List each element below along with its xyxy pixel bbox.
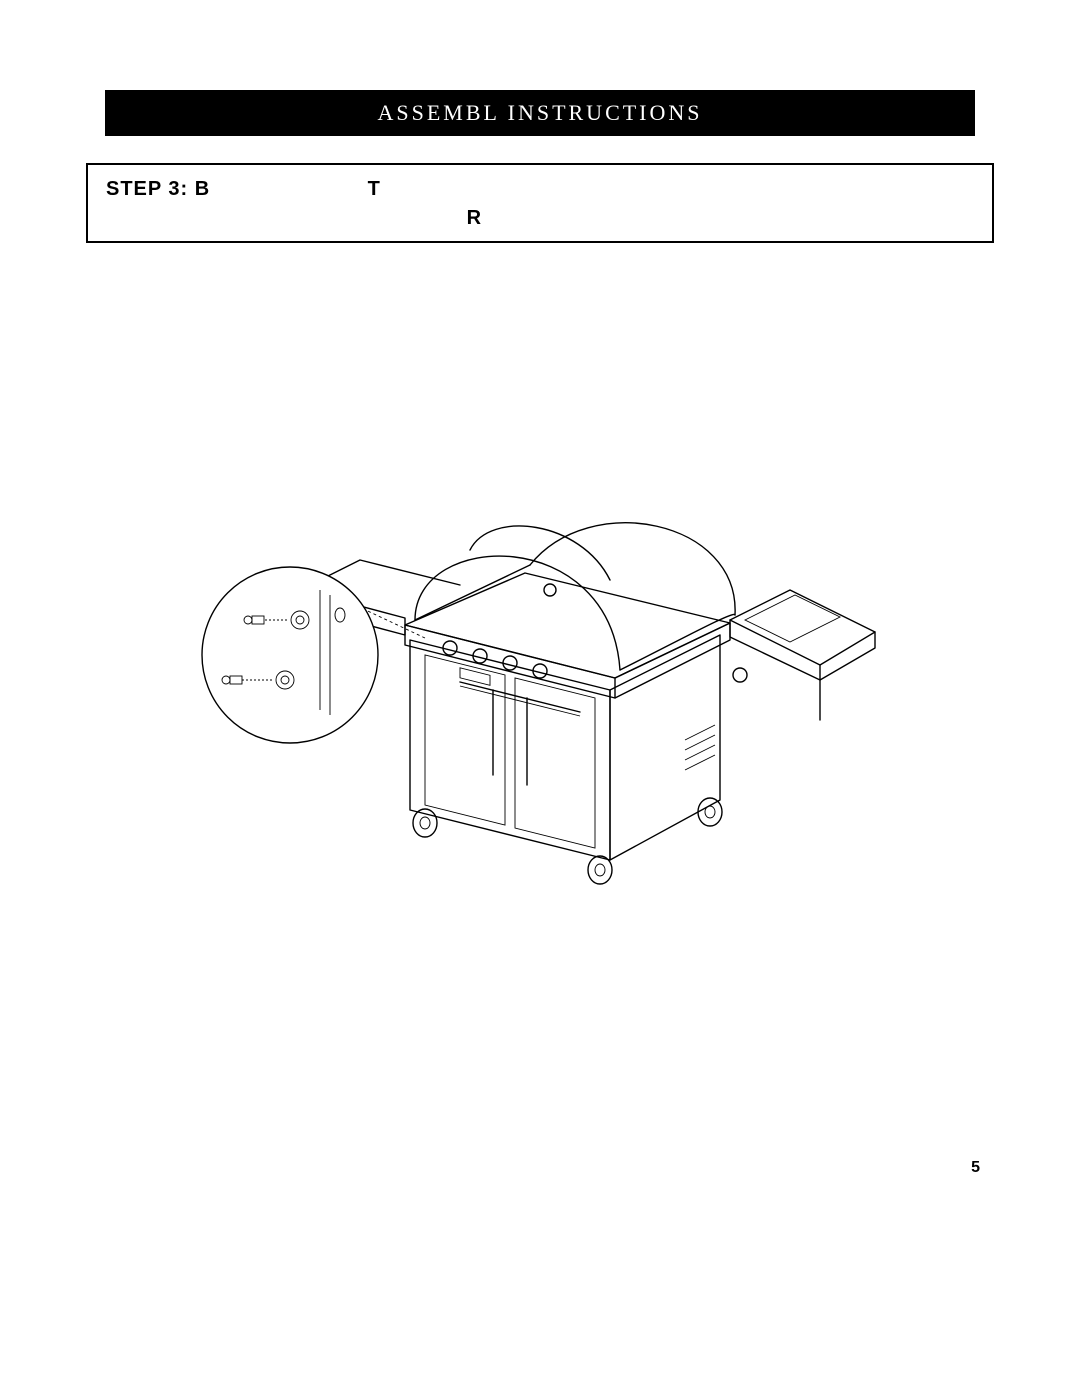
header-title: ASSEMBL INSTRUCTIONS [377, 100, 702, 126]
step-box: STEP 3: B T R [86, 163, 994, 243]
header-bar: ASSEMBL INSTRUCTIONS [105, 90, 975, 136]
step-line-1: STEP 3: B T [106, 175, 974, 204]
page: ASSEMBL INSTRUCTIONS STEP 3: B T R [0, 0, 1080, 1397]
page-number: 5 [971, 1159, 980, 1177]
step-line-2: R [106, 204, 974, 233]
grill-illustration [180, 380, 900, 900]
